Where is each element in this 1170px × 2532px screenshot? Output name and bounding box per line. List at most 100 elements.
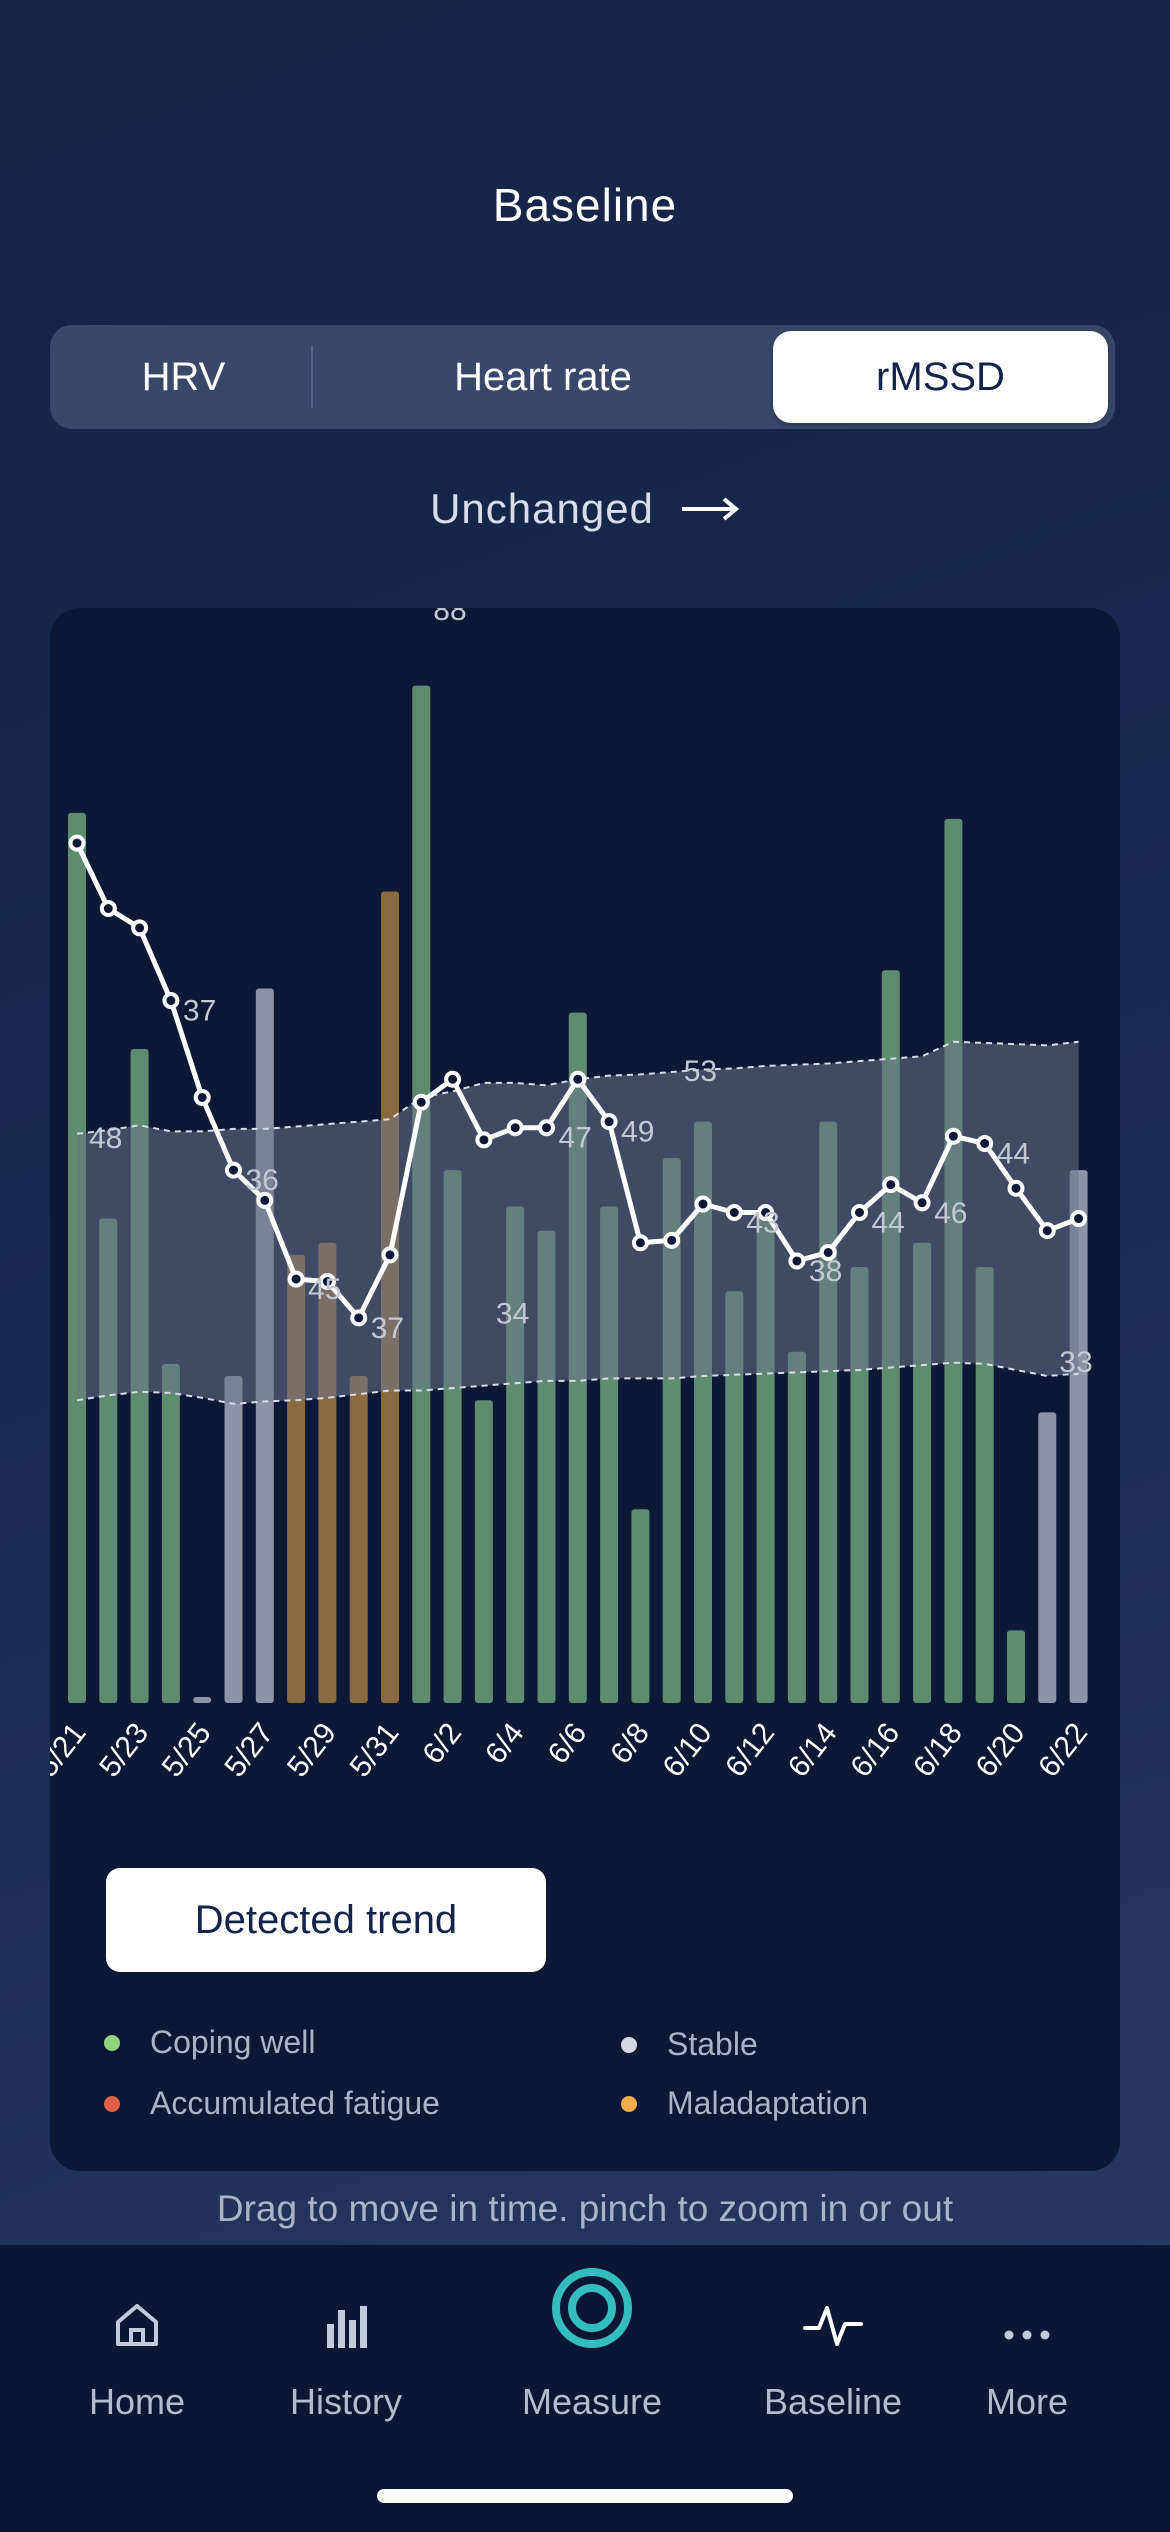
trend-point <box>538 1119 555 1137</box>
value-label: 49 <box>621 1116 654 1149</box>
legend-label-coping-well: Coping well <box>150 2024 316 2060</box>
x-tick-label: 5/23 <box>93 1717 155 1783</box>
trend-point <box>1070 1210 1088 1228</box>
value-label: 37 <box>371 1312 404 1345</box>
trend-point <box>381 1246 399 1264</box>
measure-icon <box>550 2266 634 2355</box>
trend-point <box>757 1204 775 1221</box>
tab-history-label: History <box>289 2381 402 2422</box>
legend-dot-maladaptation <box>621 2095 637 2112</box>
baseline-icon <box>803 2300 863 2355</box>
trend-status-label: Unchanged <box>430 485 654 532</box>
x-tick-label: 6/10 <box>657 1717 719 1783</box>
value-label: 53 <box>684 1055 717 1088</box>
trend-point <box>1038 1222 1056 1240</box>
trend-point <box>287 1270 305 1288</box>
trend-point <box>788 1252 806 1270</box>
value-label: 38 <box>809 1255 842 1288</box>
metric-segmented-control: HRV Heart rate rMSSD <box>50 325 1115 429</box>
x-tick-label: 5/27 <box>218 1717 280 1783</box>
chart-bar <box>725 1291 744 1703</box>
segment-divider <box>311 346 313 408</box>
trend-point <box>444 1070 462 1088</box>
legend-dot-stable <box>621 2036 637 2053</box>
arrow-right-icon <box>680 494 740 524</box>
trend-point <box>412 1093 430 1111</box>
chart-bar <box>850 1267 869 1703</box>
trend-point <box>318 1273 336 1291</box>
trend-point <box>131 919 149 937</box>
trend-point <box>225 1161 242 1179</box>
trend-point <box>819 1243 837 1261</box>
history-icon <box>324 2302 368 2355</box>
value-label: 43 <box>746 1207 779 1240</box>
chart-bar <box>787 1351 806 1703</box>
segment-heart-rate[interactable]: Heart rate <box>454 354 632 399</box>
value-label: 45 <box>308 1273 341 1306</box>
chart-bar <box>631 1509 650 1703</box>
x-tick-label: 6/14 <box>782 1717 844 1783</box>
trend-point <box>976 1134 994 1152</box>
trend-point <box>944 1127 962 1145</box>
trend-point <box>256 1191 274 1209</box>
trend-point <box>193 1088 211 1106</box>
baseline-band-lower <box>76 1361 1079 1405</box>
value-label: 34 <box>496 1297 529 1330</box>
baseline-band <box>77 1041 1079 1404</box>
x-tick-label: 6/16 <box>844 1717 906 1783</box>
x-tick-label: 6/12 <box>719 1717 781 1783</box>
value-label: 88 <box>433 608 466 627</box>
legend-item-coping-well: Coping well <box>104 2024 315 2061</box>
value-label: 33 <box>1059 1346 1092 1379</box>
trend-point <box>882 1176 900 1194</box>
trend-point <box>162 992 180 1010</box>
tab-baseline[interactable]: Baseline <box>723 2245 943 2423</box>
tab-bar: Home History Measure <box>0 2245 1170 2532</box>
tab-more-label: More <box>985 2381 1069 2422</box>
tab-history[interactable]: History <box>236 2245 456 2423</box>
chart-bar <box>1007 1630 1025 1703</box>
tab-more[interactable]: More <box>917 2245 1137 2423</box>
trend-point <box>663 1231 681 1249</box>
value-label: 47 <box>559 1122 592 1155</box>
trend-point <box>68 834 86 852</box>
chart-bar <box>1038 1412 1057 1703</box>
trend-point <box>475 1131 493 1149</box>
trend-point <box>1007 1179 1025 1197</box>
x-tick-label: 6/20 <box>970 1717 1032 1783</box>
value-label: 44 <box>997 1137 1030 1170</box>
value-label: 46 <box>934 1197 967 1230</box>
x-tick-label: 6/18 <box>907 1717 969 1783</box>
home-indicator <box>377 2489 793 2503</box>
trend-status: Unchanged <box>0 485 1170 533</box>
x-tick-label: 5/25 <box>156 1717 218 1783</box>
tab-measure[interactable]: Measure <box>482 2245 702 2423</box>
trend-point <box>851 1204 868 1221</box>
trend-point <box>631 1234 649 1252</box>
chart-bar <box>161 1363 180 1703</box>
trend-point <box>506 1119 524 1137</box>
x-tick-label: 5/29 <box>281 1717 343 1783</box>
value-label: 48 <box>89 1122 122 1155</box>
x-tick-label: 6/2 <box>416 1717 468 1770</box>
tab-home[interactable]: Home <box>27 2245 247 2423</box>
chart-bar <box>975 1267 994 1703</box>
x-tick-label: 6/8 <box>604 1717 656 1770</box>
segment-hrv[interactable]: HRV <box>141 354 226 399</box>
chart-bar <box>349 1376 368 1703</box>
legend-dot-coping-well <box>104 2034 120 2051</box>
segment-rmssd[interactable]: rMSSD <box>773 331 1108 423</box>
legend-item-maladaptation: Maladaptation <box>621 2085 868 2122</box>
x-tick-label: 6/22 <box>1032 1717 1094 1783</box>
detected-trend-button[interactable]: Detected trend <box>106 1868 546 1972</box>
x-tick-label: 6/6 <box>542 1717 594 1770</box>
legend-label-accumulated-fatigue: Accumulated fatigue <box>150 2085 440 2121</box>
trend-point <box>350 1309 368 1327</box>
x-tick-label: 5/31 <box>344 1717 406 1783</box>
trend-point <box>99 900 117 918</box>
chart-hint: Drag to move in time. pinch to zoom in o… <box>216 2188 954 2229</box>
legend-dot-accumulated-fatigue <box>104 2095 120 2112</box>
value-label: 37 <box>183 995 216 1028</box>
chart-bar <box>474 1400 493 1703</box>
